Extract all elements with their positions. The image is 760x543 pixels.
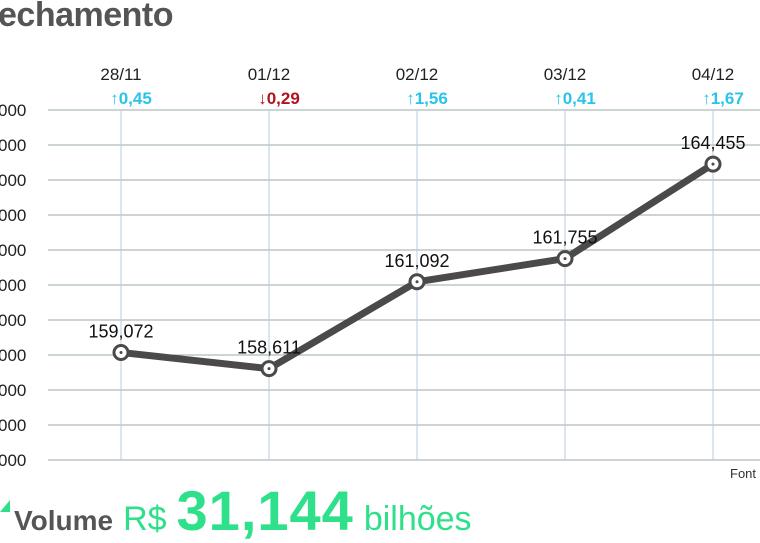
y-tick-label: 000	[0, 346, 26, 365]
x-tick-label: 03/12	[544, 65, 587, 84]
change-label: ↑1,56	[406, 89, 448, 108]
x-tick-label: 01/12	[248, 65, 291, 84]
volume-summary: Volume R$ 31,144 bilhões	[0, 478, 472, 542]
volume-value: 31,144	[176, 479, 354, 542]
y-tick-label: 000	[0, 381, 26, 400]
y-tick-label: 000	[0, 451, 26, 470]
x-tick-label: 02/12	[396, 65, 439, 84]
x-tick-label: 04/12	[692, 65, 735, 84]
data-point-center	[563, 257, 567, 261]
y-tick-label: 000	[0, 311, 26, 330]
data-point-center	[119, 350, 123, 354]
data-label: 158,611	[237, 338, 301, 358]
data-point-center	[267, 367, 271, 371]
y-tick-label: 000	[0, 416, 26, 435]
y-tick-label: 000	[0, 206, 26, 225]
volume-arrow-icon	[0, 500, 10, 512]
data-label: 161,755	[532, 228, 597, 248]
y-tick-label: 000	[0, 171, 26, 190]
chart-title: echamento	[0, 0, 174, 34]
data-point-center	[415, 280, 419, 284]
change-label: ↑0,41	[554, 89, 596, 108]
volume-label: Volume	[14, 505, 114, 536]
volume-unit: bilhões	[363, 500, 472, 538]
data-label: 161,092	[384, 251, 449, 271]
y-tick-label: 000	[0, 136, 26, 155]
data-label: 159,072	[88, 321, 153, 341]
change-label: ↓0,29	[258, 89, 300, 108]
data-label: 164,455	[680, 133, 745, 153]
source-label: Font	[730, 466, 757, 481]
y-tick-label: 000	[0, 276, 26, 295]
y-tick-label: 000	[0, 101, 26, 120]
change-label: ↑0,45	[110, 89, 152, 108]
y-tick-label: 000	[0, 241, 26, 260]
data-point-center	[711, 162, 715, 166]
volume-currency: R$	[123, 500, 167, 538]
x-tick-label: 28/11	[100, 65, 141, 84]
change-label: ↑1,67	[702, 89, 744, 108]
